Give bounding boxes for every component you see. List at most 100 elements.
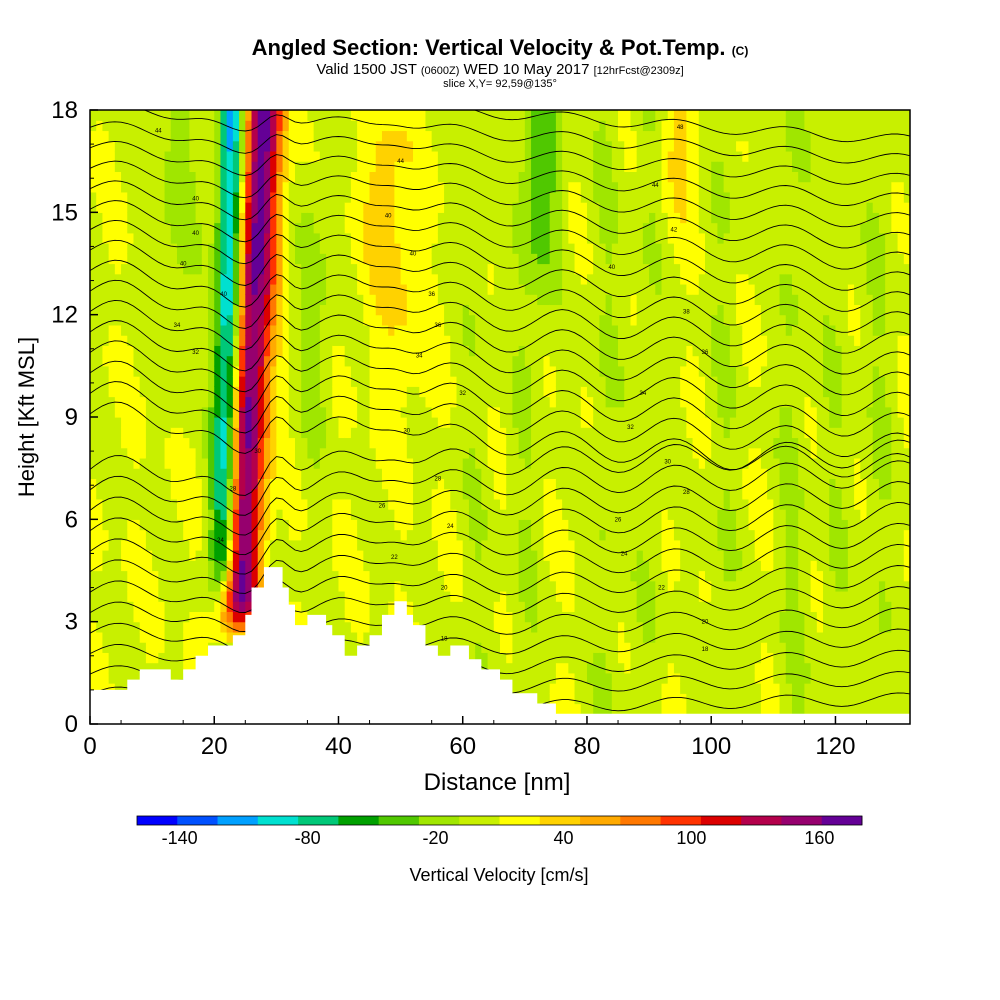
velocity-cell <box>276 263 284 275</box>
velocity-cell <box>518 396 526 408</box>
velocity-cell <box>282 580 290 592</box>
velocity-cell <box>531 488 538 500</box>
velocity-cell <box>208 396 215 408</box>
velocity-cell <box>605 672 613 684</box>
velocity-cell <box>537 376 545 387</box>
velocity-cell <box>158 662 166 674</box>
velocity-cell <box>139 468 147 479</box>
velocity-cell <box>338 519 346 531</box>
velocity-cell <box>195 110 203 121</box>
velocity-cell <box>586 693 594 705</box>
velocity-cell <box>524 539 532 551</box>
velocity-cell <box>133 437 141 449</box>
velocity-cell <box>419 140 427 152</box>
velocity-cell <box>400 283 408 295</box>
velocity-cell <box>301 478 309 490</box>
velocity-cell <box>357 427 364 439</box>
velocity-cell <box>338 283 346 295</box>
velocity-cell <box>201 283 209 295</box>
velocity-cell <box>226 427 234 439</box>
velocity-cell <box>580 110 588 121</box>
velocity-cell <box>444 263 451 275</box>
velocity-cell <box>195 222 203 234</box>
velocity-cell <box>121 263 128 275</box>
velocity-cell <box>425 263 433 275</box>
velocity-cell <box>543 130 551 142</box>
velocity-cell <box>270 120 277 132</box>
velocity-cell <box>406 232 414 244</box>
velocity-cell <box>295 550 302 561</box>
velocity-cell <box>332 365 340 377</box>
velocity-cell <box>500 335 507 346</box>
velocity-cell <box>425 365 433 377</box>
velocity-cell <box>245 150 253 162</box>
velocity-cell <box>506 386 514 398</box>
velocity-cell <box>90 498 97 510</box>
velocity-cell <box>369 457 377 469</box>
velocity-cell <box>394 457 402 469</box>
velocity-cell <box>239 355 246 367</box>
velocity-cell <box>257 263 265 275</box>
velocity-cell <box>413 335 420 346</box>
valid-utc: (0600Z) <box>420 65 460 77</box>
velocity-cell <box>512 427 520 439</box>
velocity-cell <box>344 447 352 459</box>
velocity-cell <box>121 376 128 387</box>
velocity-cell <box>164 406 172 418</box>
velocity-cell <box>444 447 451 459</box>
velocity-cell <box>381 222 389 234</box>
velocity-cell <box>381 396 389 408</box>
velocity-cell <box>419 519 427 531</box>
velocity-cell <box>506 212 514 224</box>
velocity-cell <box>295 406 302 418</box>
velocity-cell <box>288 294 296 306</box>
velocity-cell <box>176 652 184 664</box>
velocity-cell <box>369 263 377 275</box>
velocity-cell <box>214 406 222 418</box>
velocity-cell <box>90 120 97 132</box>
velocity-cell <box>152 621 159 633</box>
velocity-cell <box>133 314 141 326</box>
velocity-cell <box>574 693 582 705</box>
velocity-cell <box>475 642 482 653</box>
velocity-cell <box>500 130 507 142</box>
velocity-cell <box>524 273 532 285</box>
velocity-cell <box>170 570 178 582</box>
velocity-cell <box>133 570 141 582</box>
velocity-cell <box>500 314 507 326</box>
velocity-cell <box>531 560 538 572</box>
velocity-cell <box>562 683 569 694</box>
velocity-cell <box>512 590 520 602</box>
velocity-cell <box>506 181 514 193</box>
velocity-cell <box>288 130 296 142</box>
velocity-cell <box>375 376 383 387</box>
velocity-cell <box>475 631 482 643</box>
velocity-cell <box>524 243 532 254</box>
velocity-cell <box>183 355 190 367</box>
velocity-cell <box>270 232 277 244</box>
velocity-cell <box>419 171 427 183</box>
velocity-cell <box>381 263 389 275</box>
velocity-cell <box>444 631 451 643</box>
velocity-cell <box>593 539 600 551</box>
velocity-cell <box>251 560 259 572</box>
velocity-cell <box>90 273 97 285</box>
velocity-cell <box>549 642 557 653</box>
velocity-cell <box>183 171 190 183</box>
velocity-cell <box>493 365 501 377</box>
velocity-cell <box>102 355 110 367</box>
velocity-cell <box>537 468 545 479</box>
velocity-cell <box>114 161 122 172</box>
velocity-cell <box>108 570 116 582</box>
velocity-cell <box>413 355 420 367</box>
velocity-cell <box>313 570 321 582</box>
velocity-cell <box>251 570 259 582</box>
velocity-cell <box>555 693 563 705</box>
velocity-cell <box>524 263 532 275</box>
velocity-cell <box>152 355 159 367</box>
velocity-cell <box>319 324 327 336</box>
velocity-cell <box>481 345 489 357</box>
velocity-cell <box>543 202 551 213</box>
velocity-cell <box>257 283 265 295</box>
velocity-cell <box>450 365 458 377</box>
